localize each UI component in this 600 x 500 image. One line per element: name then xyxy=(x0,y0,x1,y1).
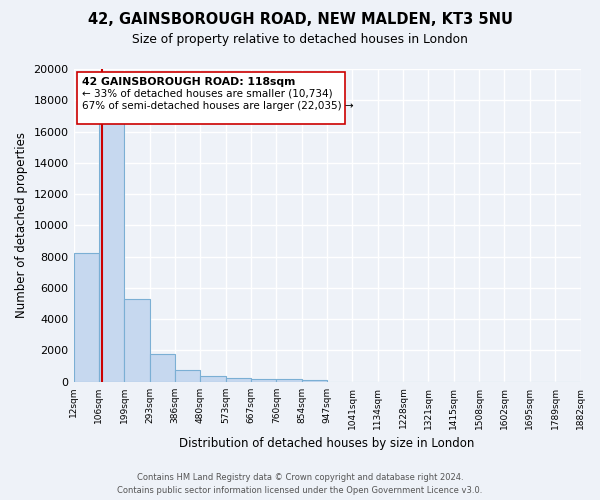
Y-axis label: Number of detached properties: Number of detached properties xyxy=(15,132,28,318)
Bar xyxy=(124,299,149,382)
Bar xyxy=(77,72,345,124)
Text: 42 GAINSBOROUGH ROAD: 118sqm: 42 GAINSBOROUGH ROAD: 118sqm xyxy=(82,77,295,87)
Bar xyxy=(74,254,99,382)
Bar xyxy=(302,380,327,382)
Bar xyxy=(99,122,124,382)
Bar xyxy=(277,380,302,382)
Bar xyxy=(175,370,200,382)
Bar xyxy=(226,378,251,382)
Bar xyxy=(149,354,175,382)
Text: Size of property relative to detached houses in London: Size of property relative to detached ho… xyxy=(132,32,468,46)
Text: 42, GAINSBOROUGH ROAD, NEW MALDEN, KT3 5NU: 42, GAINSBOROUGH ROAD, NEW MALDEN, KT3 5… xyxy=(88,12,512,28)
Bar xyxy=(200,376,226,382)
Bar xyxy=(251,380,277,382)
Text: 67% of semi-detached houses are larger (22,035) →: 67% of semi-detached houses are larger (… xyxy=(82,101,353,111)
Text: Contains HM Land Registry data © Crown copyright and database right 2024.
Contai: Contains HM Land Registry data © Crown c… xyxy=(118,474,482,495)
X-axis label: Distribution of detached houses by size in London: Distribution of detached houses by size … xyxy=(179,437,475,450)
Text: ← 33% of detached houses are smaller (10,734): ← 33% of detached houses are smaller (10… xyxy=(82,88,332,99)
